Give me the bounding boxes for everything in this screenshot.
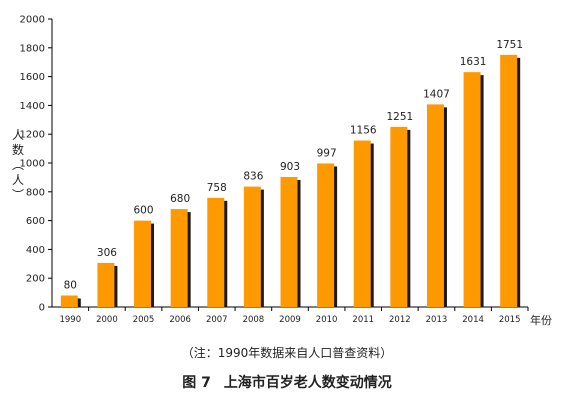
y-tick-label: 1400: [20, 101, 45, 112]
bar: [207, 197, 225, 307]
bar: [426, 104, 444, 307]
bar: [353, 140, 371, 307]
bar: [500, 54, 518, 307]
y-tick-label: 400: [26, 245, 45, 256]
bar-value-label: 1631: [460, 56, 487, 68]
bar-value-label: 997: [317, 147, 337, 159]
bar: [463, 72, 481, 307]
bar-value-label: 680: [170, 193, 190, 205]
bar: [170, 209, 188, 307]
x-tick-label: 2000: [96, 315, 118, 325]
y-tick-group: 0 200 400 600 800 1000 1200 1400 1600 1800 2000: [20, 15, 52, 314]
bar-value-label: 758: [207, 182, 227, 194]
y-tick-label: 1000: [20, 159, 45, 170]
y-tick-label: 800: [26, 187, 45, 198]
figure-caption: 图 7 上海市百岁老人数变动情况: [0, 372, 574, 392]
bar: [60, 295, 78, 307]
bar: [280, 176, 298, 307]
bar: [390, 126, 408, 307]
x-tick-label: 1990: [59, 315, 81, 325]
y-axis-label: 人 数 ︵ 人 ︶: [10, 128, 26, 203]
y-tick-label: 600: [26, 216, 45, 227]
x-tick-label: 2006: [169, 315, 191, 325]
x-tick-label: 2008: [243, 315, 265, 325]
bar-value-label: 306: [97, 247, 117, 259]
bar: [317, 163, 335, 307]
figure-title: 上海市百岁老人数变动情况: [223, 375, 392, 391]
y-axis-label-char: 数: [11, 143, 24, 157]
x-tick-group: 1990 2000 2005 2006 2007 2008 2009 2010 2011 2012…: [59, 307, 529, 325]
y-axis-label-char: ︵: [11, 158, 24, 172]
bar-value-label: 1251: [386, 111, 413, 123]
bar-value-label: 836: [243, 171, 263, 183]
bar: [243, 186, 261, 307]
x-tick-label: 2014: [462, 315, 484, 325]
bar-value-label: 903: [280, 161, 300, 173]
data-source-note: （注：1990年数据来自人口普查资料）: [181, 346, 393, 360]
x-tick-label: 2005: [133, 315, 155, 325]
y-axis-label-char: 人: [11, 173, 24, 187]
y-tick-label: 0: [39, 303, 45, 314]
y-axis-label-char: 人: [11, 128, 24, 142]
x-tick-label: 2009: [279, 315, 301, 325]
y-tick-label: 1200: [20, 130, 45, 141]
bar-value-label: 1156: [350, 125, 377, 137]
y-tick-label: 200: [26, 274, 45, 285]
x-tick-label: 2011: [352, 315, 374, 325]
x-tick-label: 2007: [206, 315, 228, 325]
bar-value-label: 1751: [496, 39, 523, 51]
y-tick-label: 2000: [20, 15, 45, 26]
figure-number: 图 7: [182, 375, 211, 391]
x-tick-label: 2012: [389, 315, 411, 325]
y-tick-label: 1800: [20, 43, 45, 54]
y-tick-label: 1600: [20, 72, 45, 83]
bar-group: 80 306 600 680 758 836 903 997 1156 1251 1407 1631 1…: [60, 39, 523, 307]
x-tick-label: 2010: [316, 315, 338, 325]
bar-value-label: 1407: [423, 88, 450, 100]
x-tick-label: 2013: [426, 315, 448, 325]
bar-value-label: 80: [64, 279, 77, 291]
bar: [97, 262, 115, 307]
y-axis-label-char: ︶: [11, 188, 24, 202]
x-axis-label: 年份: [530, 314, 552, 327]
x-tick-label: 2015: [499, 315, 521, 325]
bar: [134, 220, 152, 307]
bar-value-label: 600: [134, 205, 154, 217]
